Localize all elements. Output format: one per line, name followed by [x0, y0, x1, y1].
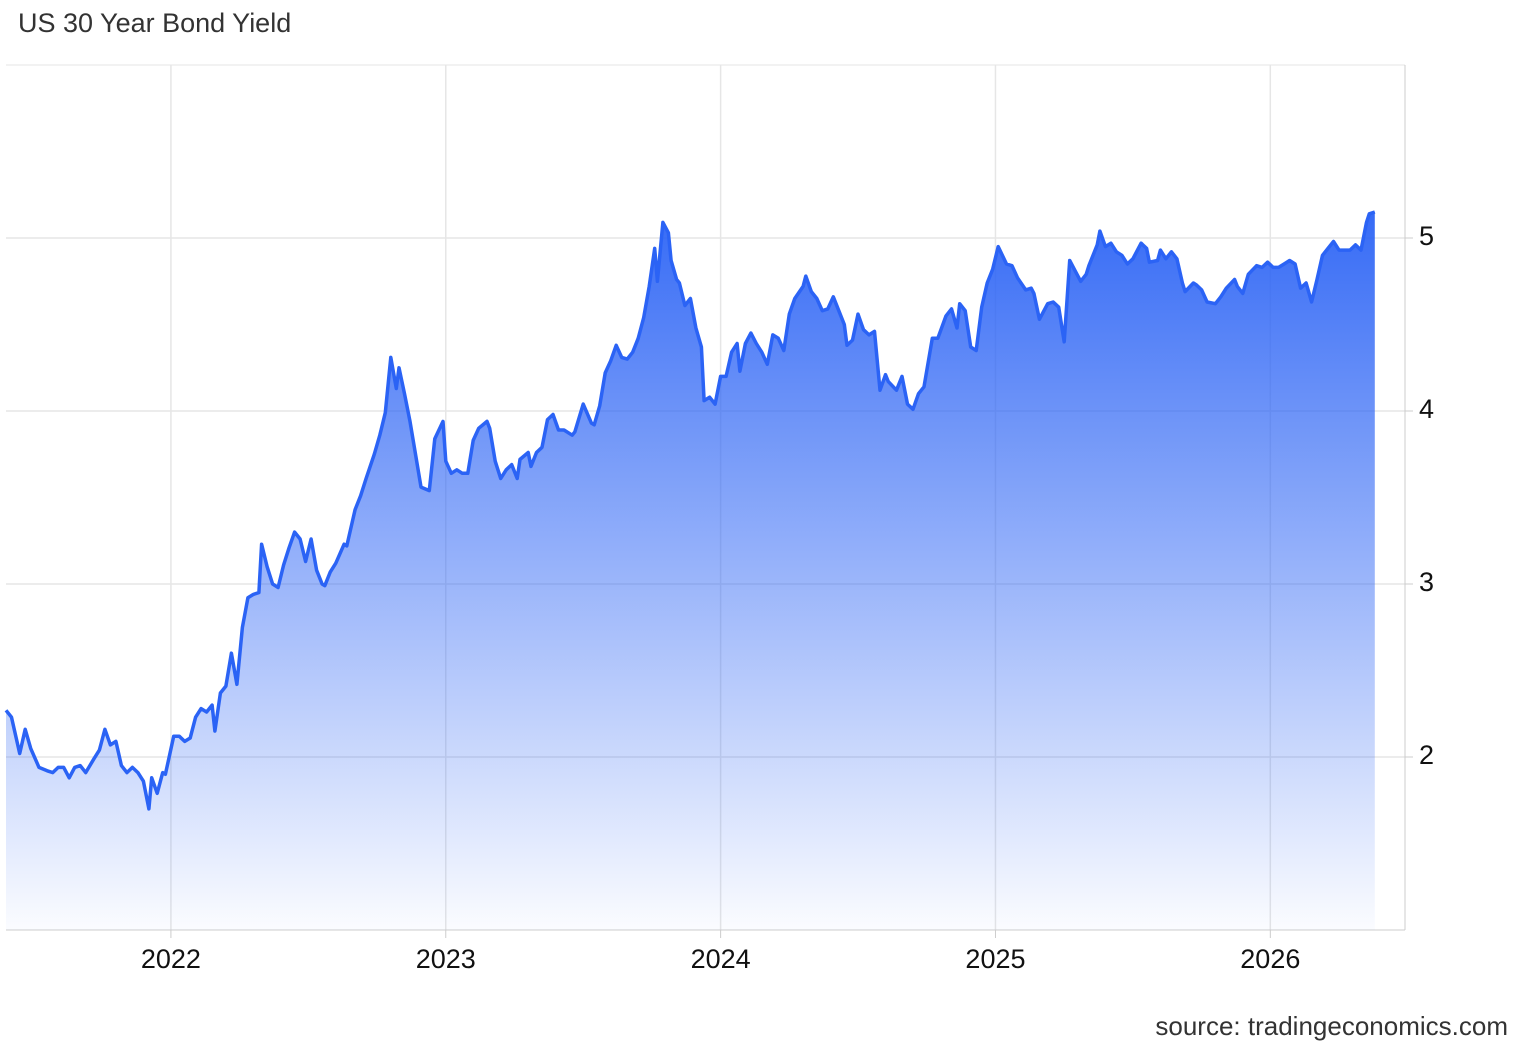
x-tick-label: 2023: [416, 944, 476, 974]
series-line: [4, 210, 1376, 811]
x-tick-label: 2024: [691, 944, 751, 974]
chart-title: US 30 Year Bond Yield: [18, 8, 291, 38]
x-tick-label: 2022: [141, 944, 201, 974]
x-tick-label: 2025: [965, 944, 1025, 974]
source-note: source: tradingeconomics.com: [1155, 1011, 1508, 1041]
y-tick-label: 4: [1419, 394, 1434, 424]
x-tick-label: 2026: [1240, 944, 1300, 974]
y-tick-label: 3: [1419, 567, 1434, 597]
y-tick-label: 2: [1419, 740, 1434, 770]
area-fill: [6, 212, 1375, 930]
y-tick-label: 5: [1419, 221, 1434, 251]
